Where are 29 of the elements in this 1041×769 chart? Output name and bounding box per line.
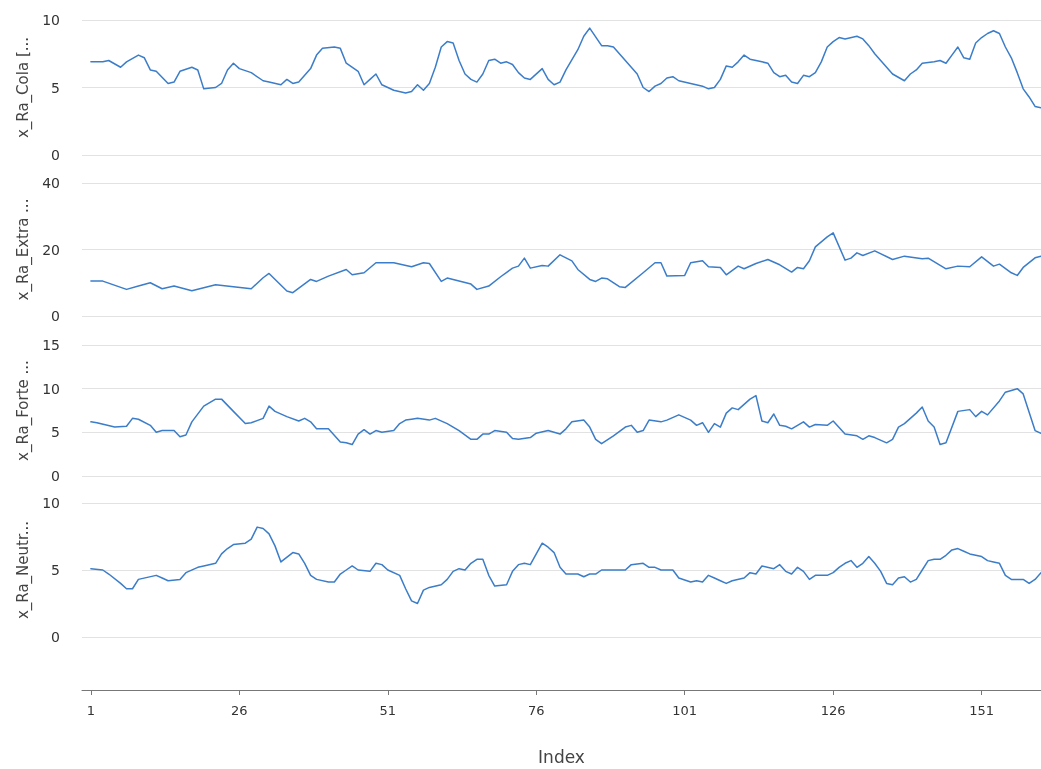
y-axis-title: x_Ra_Cola [... xyxy=(13,36,33,139)
line-series xyxy=(90,232,1041,294)
y-tick-label: 5 xyxy=(51,562,60,578)
line-series xyxy=(90,526,1041,605)
y-tick-label: 10 xyxy=(42,495,60,511)
x-tick-label: 76 xyxy=(527,703,545,718)
y-axis-title: x_Ra_Neutr... xyxy=(13,520,33,620)
y-tick-label: 10 xyxy=(42,12,60,28)
x-tick-label: 1 xyxy=(86,703,96,718)
y-tick-label: 0 xyxy=(51,147,60,163)
x-tick-label: 26 xyxy=(231,703,248,718)
x-tick-label: 126 xyxy=(820,703,846,718)
x-tick-label: 51 xyxy=(379,703,397,718)
y-tick-label: 20 xyxy=(42,241,60,258)
y-tick-label: 10 xyxy=(42,380,60,397)
y-tick-label: 40 xyxy=(42,175,60,191)
y-axis-title: x_Ra_Extra ... xyxy=(13,198,33,301)
line-series xyxy=(90,387,1041,446)
x-axis-title: Index xyxy=(538,746,585,767)
x-tick-label: 101 xyxy=(672,703,698,718)
y-tick-label: 0 xyxy=(51,629,60,645)
y-tick-label: 0 xyxy=(51,308,60,324)
y-tick-label: 5 xyxy=(51,424,60,441)
x-tick-label: 151 xyxy=(969,703,995,718)
y-tick-label: 5 xyxy=(51,79,60,96)
y-tick-label: 15 xyxy=(42,337,60,353)
y-axis-title: x_Ra_Forte ... xyxy=(13,360,33,461)
line-series xyxy=(90,27,1041,109)
y-tick-label: 0 xyxy=(51,468,60,484)
